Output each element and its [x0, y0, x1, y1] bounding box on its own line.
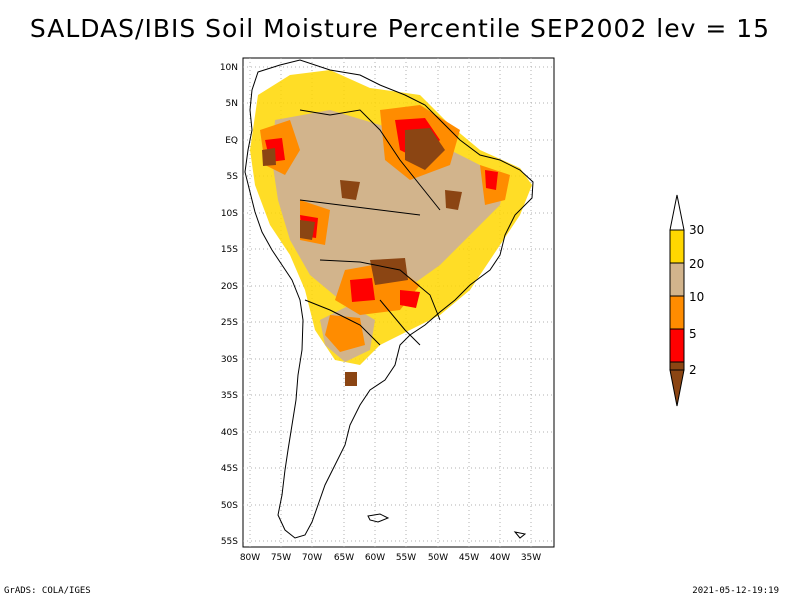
lon-label-80w: 80W	[240, 553, 260, 563]
lat-label-35s: 35S	[221, 391, 238, 401]
lat-label-40s: 40S	[221, 428, 238, 438]
lon-label-50w: 50W	[428, 553, 448, 563]
colorbar-segment-20-30	[669, 229, 685, 264]
lat-label-eq: EQ	[225, 136, 238, 146]
colorbar-label-20: 20	[689, 257, 704, 271]
colorbar-label-2: 2	[689, 363, 697, 377]
lat-label-10s: 10S	[221, 209, 238, 219]
footer-timestamp: 2021-05-12-19:19	[692, 586, 779, 596]
coastline	[244, 59, 534, 539]
colorbar-segment-10-20	[669, 262, 685, 297]
colorbar-label-10: 10	[689, 290, 704, 304]
lat-label-25s: 25S	[221, 318, 238, 328]
lon-label-65w: 65W	[334, 553, 354, 563]
colorbar-label-30: 30	[689, 223, 704, 237]
colorbar-label-5: 5	[689, 327, 697, 341]
colorbar-segment-2-5	[669, 328, 685, 363]
colorbar-bottom-triangle	[669, 369, 685, 407]
lat-label-45s: 45S	[221, 464, 238, 474]
longitude-labels: 80W 75W 70W 65W 60W 55W 50W 45W 40W 35W	[240, 553, 541, 563]
lat-label-10n: 10N	[220, 63, 238, 73]
colorbar-top-triangle	[669, 194, 685, 231]
latitude-labels: 10N 5N EQ 5S 10S 15S 20S 25S 30S 35S 40S…	[220, 63, 238, 547]
lat-label-55s: 55S	[221, 537, 238, 547]
lon-label-75w: 75W	[271, 553, 291, 563]
lon-label-35w: 35W	[521, 553, 541, 563]
lon-label-40w: 40W	[490, 553, 510, 563]
lat-label-30s: 30S	[221, 355, 238, 365]
lat-label-15s: 15S	[221, 245, 238, 255]
colorbar-labels: 30 20 10 5 2	[689, 223, 704, 377]
colorbar	[669, 194, 685, 407]
lon-label-45w: 45W	[459, 553, 479, 563]
lat-label-5n: 5N	[226, 99, 238, 109]
lon-label-70w: 70W	[302, 553, 322, 563]
soil-moisture-field	[250, 70, 532, 386]
colorbar-segment-5-10	[669, 295, 685, 330]
islands	[367, 513, 527, 539]
map-title: SALDAS/IBIS Soil Moisture Percentile SEP…	[29, 14, 771, 43]
lon-label-55w: 55W	[396, 553, 416, 563]
lat-label-5s: 5S	[227, 172, 239, 182]
footer-credit: GrADS: COLA/IGES	[4, 586, 91, 596]
lon-label-60w: 60W	[365, 553, 385, 563]
lat-label-20s: 20S	[221, 282, 238, 292]
lat-label-50s: 50S	[221, 501, 238, 511]
